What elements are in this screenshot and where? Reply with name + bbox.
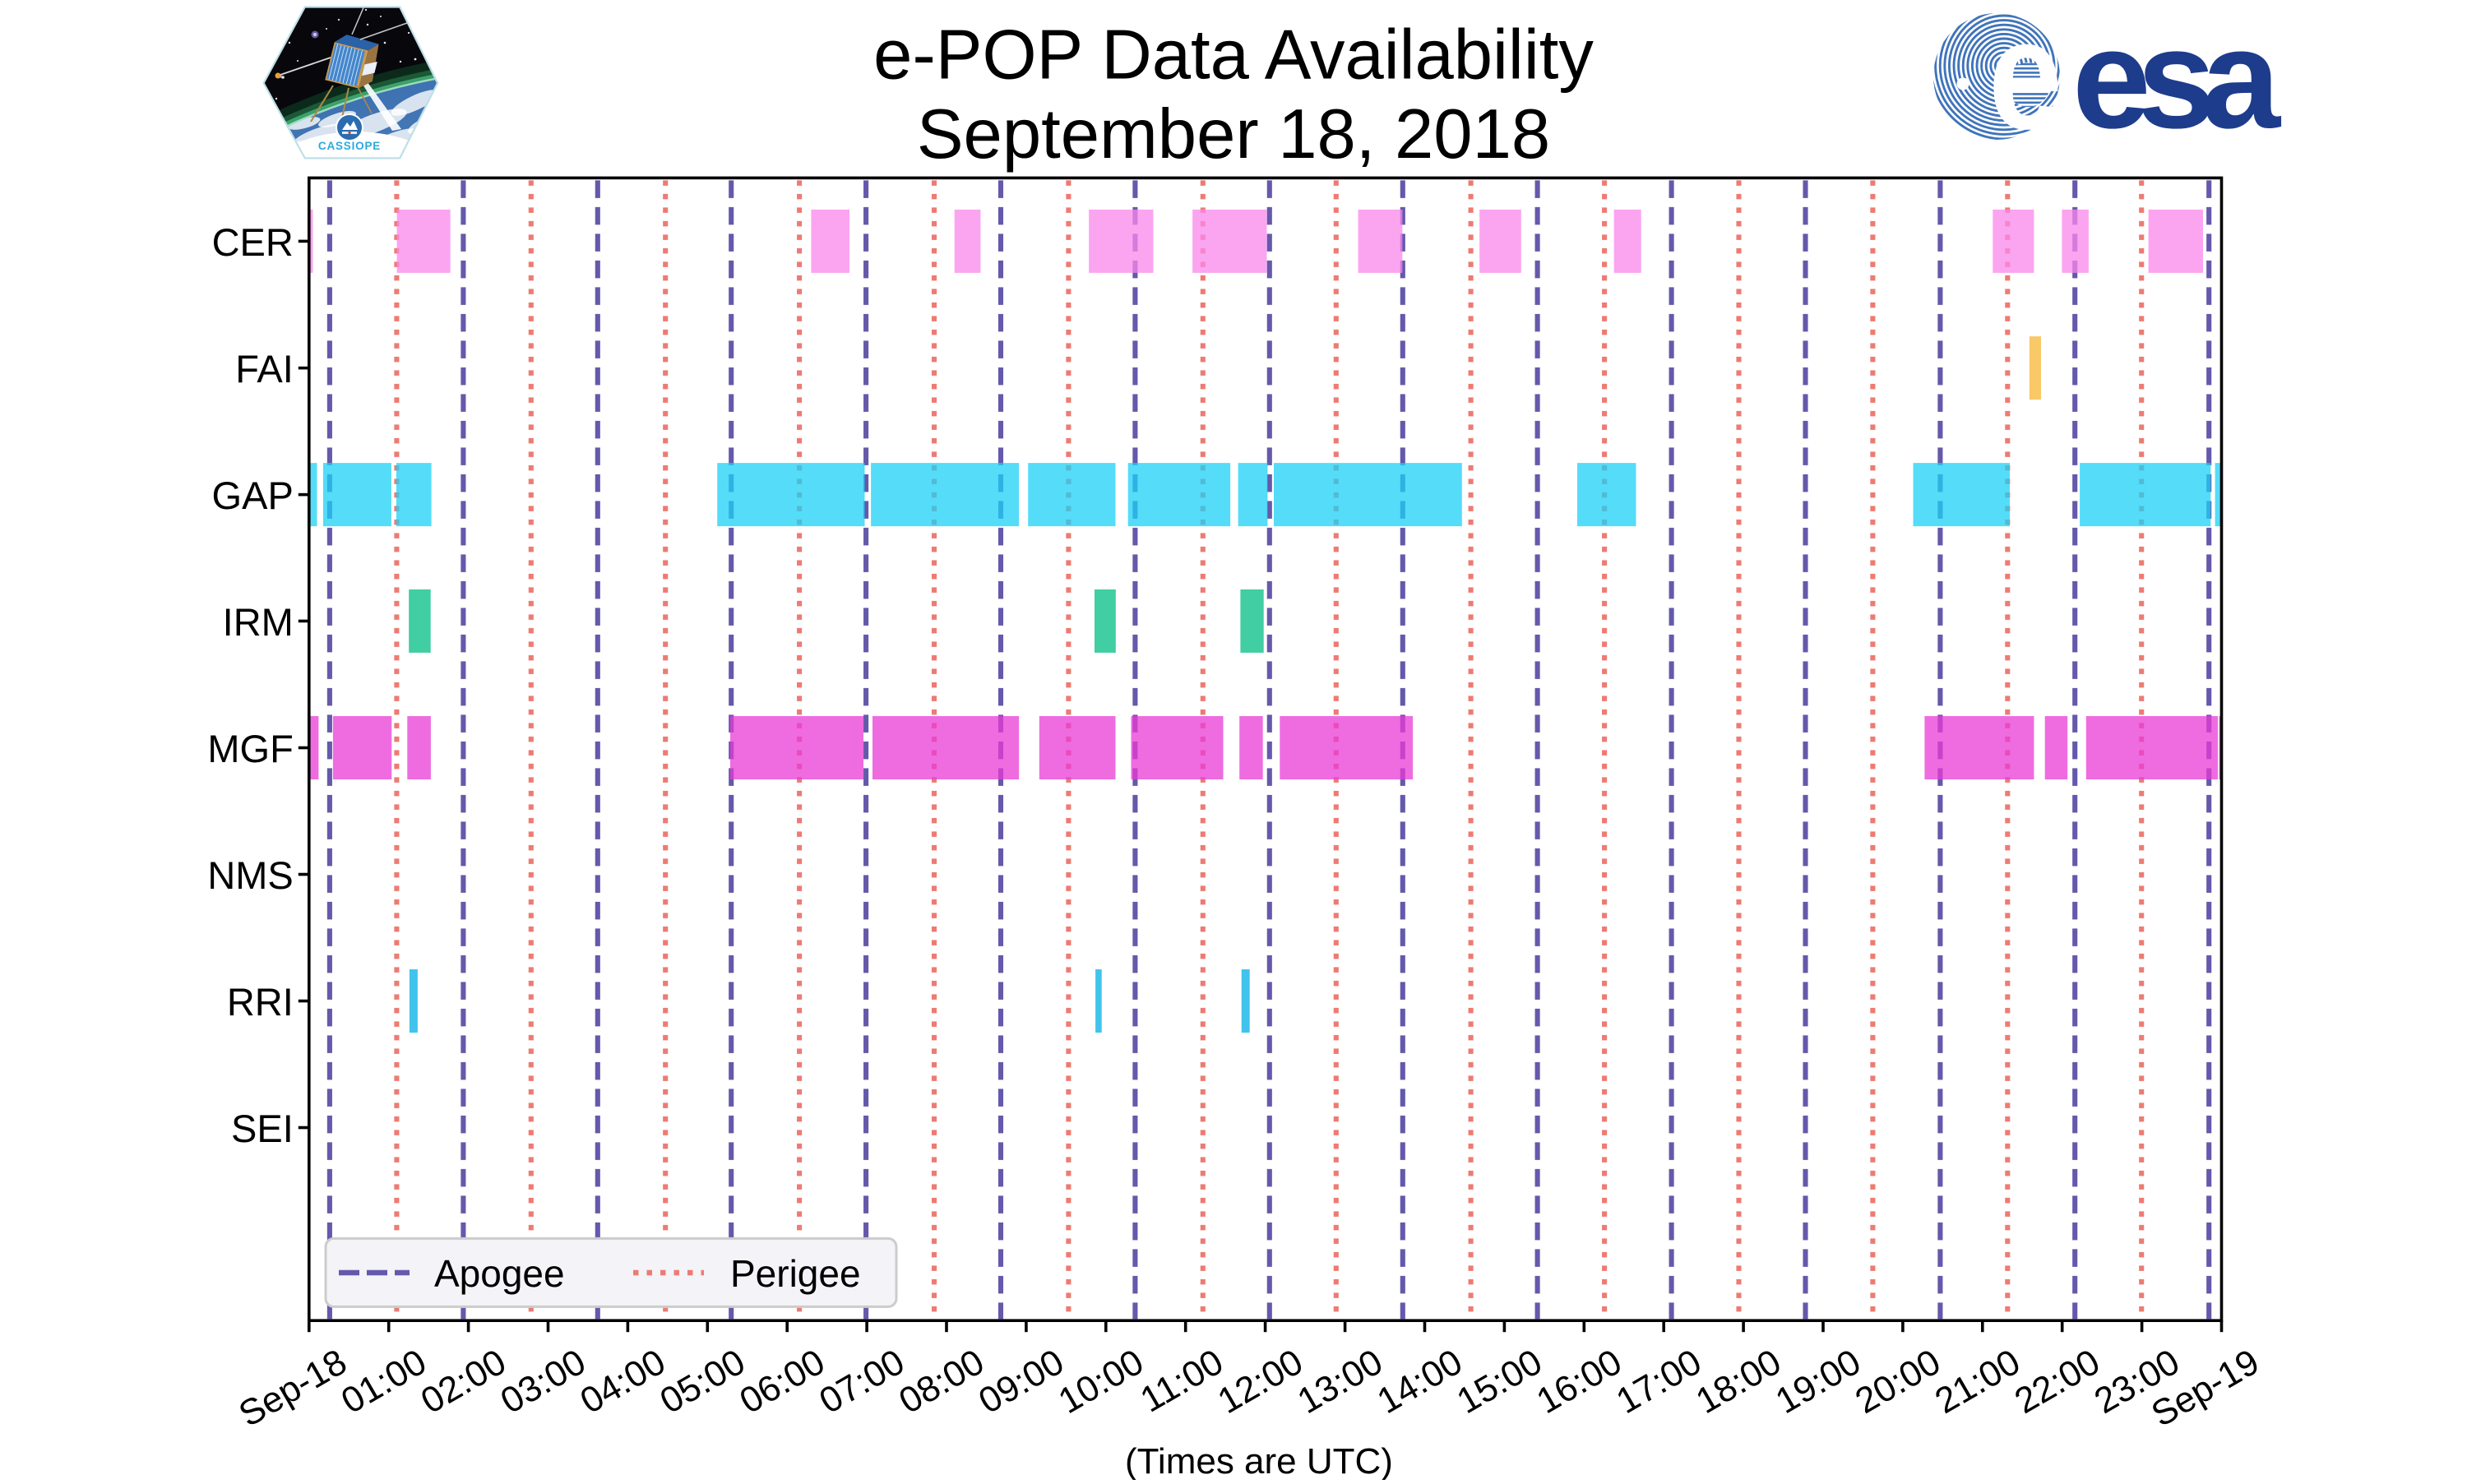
svg-text:CER: CER bbox=[212, 220, 294, 264]
svg-text:MGF: MGF bbox=[207, 727, 293, 770]
svg-text:Apogee: Apogee bbox=[434, 1252, 565, 1295]
svg-text:CASSIOPE: CASSIOPE bbox=[318, 140, 381, 152]
svg-text:NMS: NMS bbox=[207, 853, 293, 897]
svg-text:September 18, 2018: September 18, 2018 bbox=[917, 95, 1550, 173]
svg-text:e-POP Data Availability: e-POP Data Availability bbox=[873, 16, 1594, 95]
svg-text:e: e bbox=[1988, 0, 2062, 162]
svg-text:esa: esa bbox=[2072, 0, 2281, 158]
svg-text:RRI: RRI bbox=[227, 980, 294, 1024]
svg-text:Perigee: Perigee bbox=[730, 1252, 861, 1295]
svg-text:(Times are UTC): (Times are UTC) bbox=[1125, 1441, 1393, 1480]
svg-text:SEI: SEI bbox=[231, 1107, 294, 1150]
svg-text:IRM: IRM bbox=[223, 600, 294, 644]
svg-text:GAP: GAP bbox=[212, 474, 294, 517]
svg-text:FAI: FAI bbox=[235, 347, 294, 391]
